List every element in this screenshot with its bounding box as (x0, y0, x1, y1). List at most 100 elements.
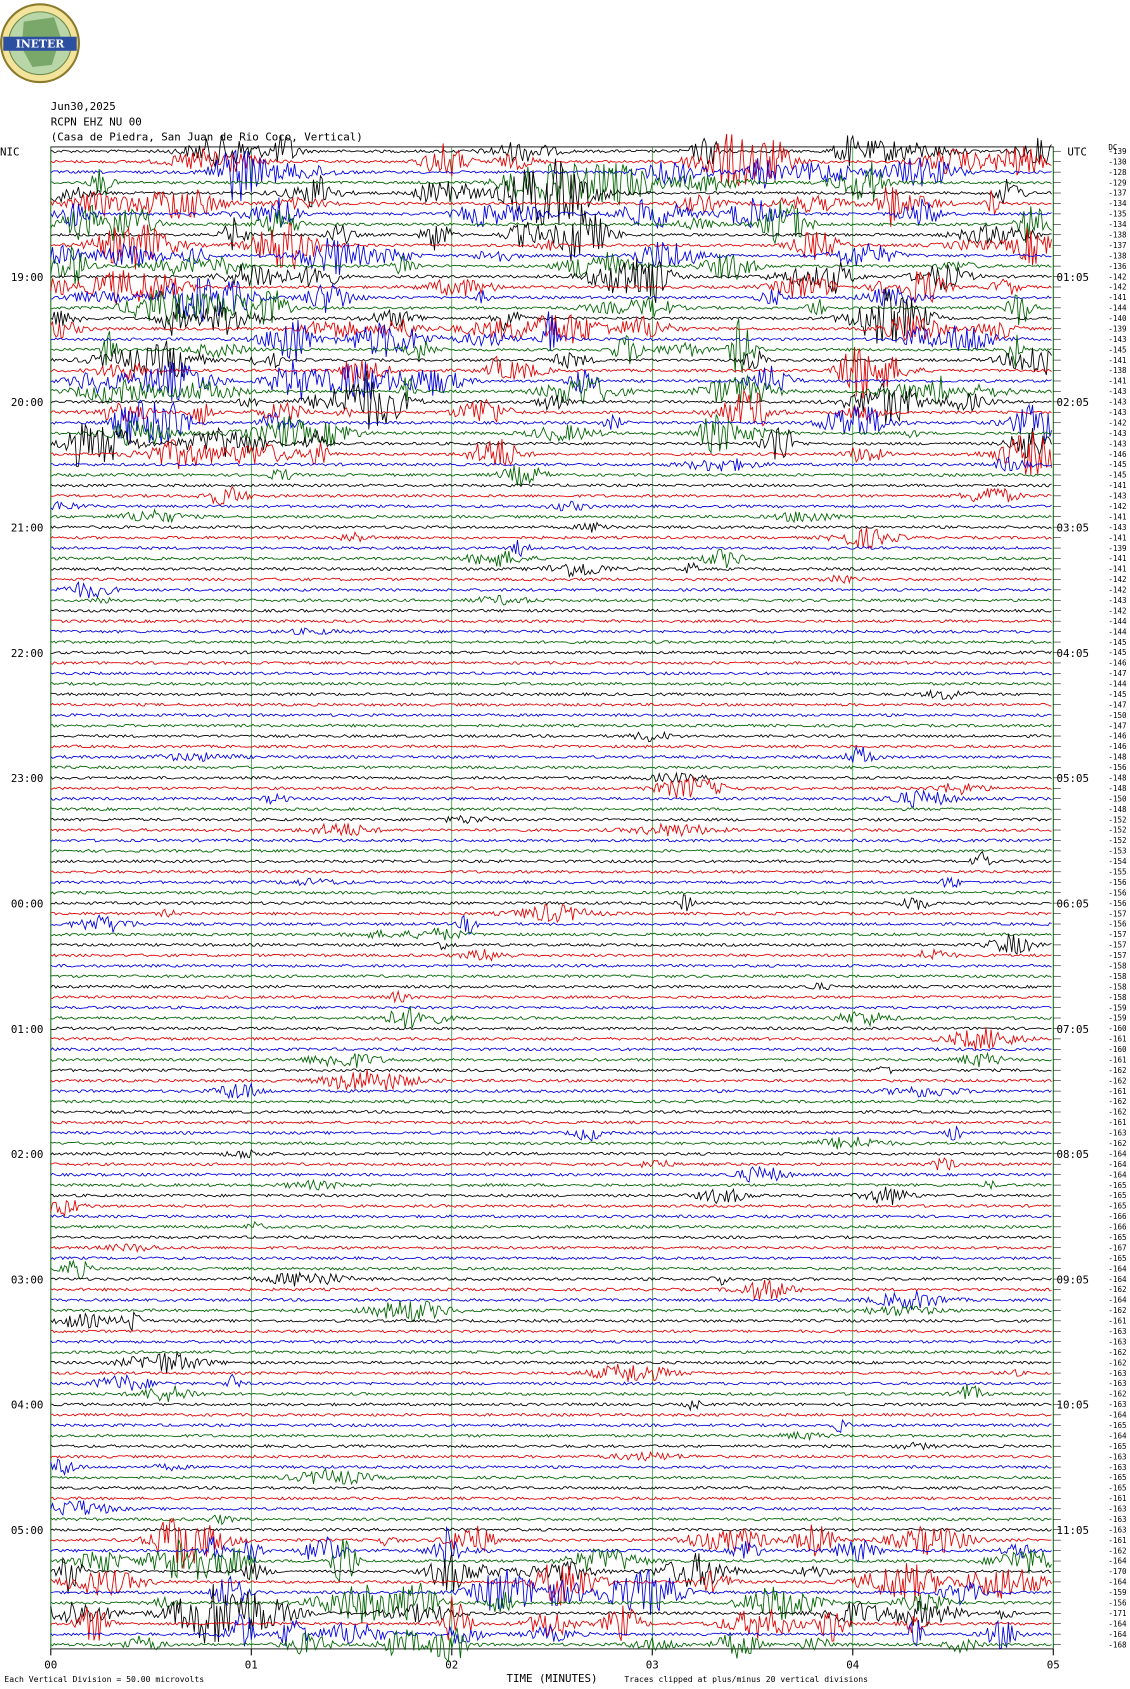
trace (50, 876, 1052, 889)
trace (50, 197, 1052, 230)
right-hour: 08:05 (1057, 1148, 1090, 1161)
trace-offset: -158 (1108, 961, 1127, 970)
left-hour: 21:00 (11, 522, 44, 535)
right-hour: 10:05 (1057, 1399, 1090, 1412)
trace-offset: -153 (1108, 847, 1126, 856)
trace-offset: -164 (1108, 1557, 1127, 1566)
trace (50, 744, 1052, 749)
trace-offset: -161 (1108, 1118, 1127, 1127)
trace-offset: -164 (1108, 1160, 1127, 1169)
trace (50, 508, 1052, 524)
trace (50, 1458, 1052, 1477)
trace-offset: -136 (1108, 262, 1127, 271)
trace (50, 1099, 1052, 1104)
trace (50, 1109, 1052, 1115)
right-hour: 05:05 (1057, 772, 1090, 785)
trace (50, 1069, 1052, 1092)
trace (50, 963, 1052, 968)
trace (50, 1220, 1052, 1230)
trace (50, 619, 1052, 624)
trace-offset: -146 (1108, 450, 1127, 459)
trace-offset: -161 (1108, 1055, 1127, 1064)
trace (50, 548, 1052, 569)
trace-offset: -142 (1108, 283, 1126, 292)
trace (50, 723, 1052, 728)
trace-offset: -140 (1108, 314, 1127, 323)
trace-offset: -166 (1108, 1212, 1127, 1221)
trace-offset: -162 (1108, 1066, 1126, 1075)
trace (50, 1384, 1052, 1402)
trace-offset: -158 (1108, 972, 1127, 981)
trace (50, 745, 1052, 763)
trace-offset: -165 (1108, 1191, 1126, 1200)
trace-offset: -152 (1108, 836, 1126, 845)
trace-offset: -161 (1108, 1317, 1127, 1326)
x-tick-label: 04 (846, 1658, 859, 1671)
trace (50, 1350, 1052, 1355)
trace (50, 1329, 1052, 1334)
left-hour: 22:00 (11, 647, 44, 660)
trace-offset: -166 (1108, 1223, 1127, 1232)
trace (50, 1300, 1052, 1323)
left-hour: 19:00 (11, 271, 44, 284)
trace-offset: -142 (1108, 586, 1126, 595)
trace (50, 894, 1052, 912)
trace-offset: -160 (1108, 1045, 1127, 1054)
trace-offset: -165 (1108, 1254, 1126, 1263)
trace (50, 311, 1052, 363)
trace-offset: -138 (1108, 366, 1127, 375)
trace-offset: -162 (1108, 1108, 1126, 1117)
trace-offset: -165 (1108, 1181, 1126, 1190)
clip-note: Traces clipped at plus/minus 20 vertical… (624, 1674, 868, 1684)
trace (50, 1627, 1052, 1663)
trace-offset: -138 (1108, 230, 1127, 239)
right-hour: 09:05 (1057, 1273, 1090, 1286)
trace (50, 257, 1052, 303)
trace-offset: -144 (1108, 617, 1127, 626)
trace-offset: -157 (1108, 930, 1126, 939)
trace-offset: -147 (1108, 669, 1126, 678)
trace (50, 1290, 1052, 1310)
trace-offset: -162 (1108, 1306, 1126, 1315)
trace-offset: -168 (1108, 1640, 1127, 1649)
right-hour: 01:05 (1057, 271, 1090, 284)
trace (50, 1051, 1052, 1068)
trace (50, 1399, 1052, 1412)
right-hour: 07:05 (1057, 1023, 1090, 1036)
trace (50, 989, 1052, 1004)
trace (50, 574, 1052, 585)
right-hour: 04:05 (1057, 647, 1090, 660)
trace-offset: -162 (1108, 1097, 1126, 1106)
trace (50, 187, 1052, 227)
trace-offset: -163 (1108, 1369, 1126, 1378)
location: (Casa de Piedra, San Juan de Rio Coco, V… (51, 130, 363, 143)
trace (50, 1157, 1052, 1171)
trace (50, 200, 1052, 245)
trace-offset: -156 (1108, 920, 1127, 929)
trace (50, 869, 1052, 874)
trace (50, 1199, 1052, 1217)
trace-offset: -165 (1108, 1202, 1126, 1211)
trace (50, 947, 1052, 962)
trace (50, 318, 1052, 373)
trace (50, 1582, 1052, 1624)
trace (50, 702, 1052, 707)
trace (50, 340, 1052, 378)
trace-offset: -137 (1108, 241, 1126, 250)
trace (50, 1552, 1052, 1593)
right-zone: UTC (1067, 146, 1087, 159)
trace (50, 1514, 1052, 1526)
trace-offset: -163 (1108, 1337, 1126, 1346)
trace (50, 1243, 1052, 1254)
trace-offset: -162 (1108, 1076, 1126, 1085)
trace-offset: -128 (1108, 168, 1127, 177)
trace-offset: -161 (1108, 1035, 1127, 1044)
trace (50, 713, 1052, 718)
trace (50, 775, 1052, 799)
trace (50, 1485, 1052, 1491)
trace-offset: -163 (1108, 1525, 1126, 1534)
trace (50, 681, 1052, 686)
trace-offset: -163 (1108, 1463, 1126, 1472)
trace (50, 133, 1052, 187)
